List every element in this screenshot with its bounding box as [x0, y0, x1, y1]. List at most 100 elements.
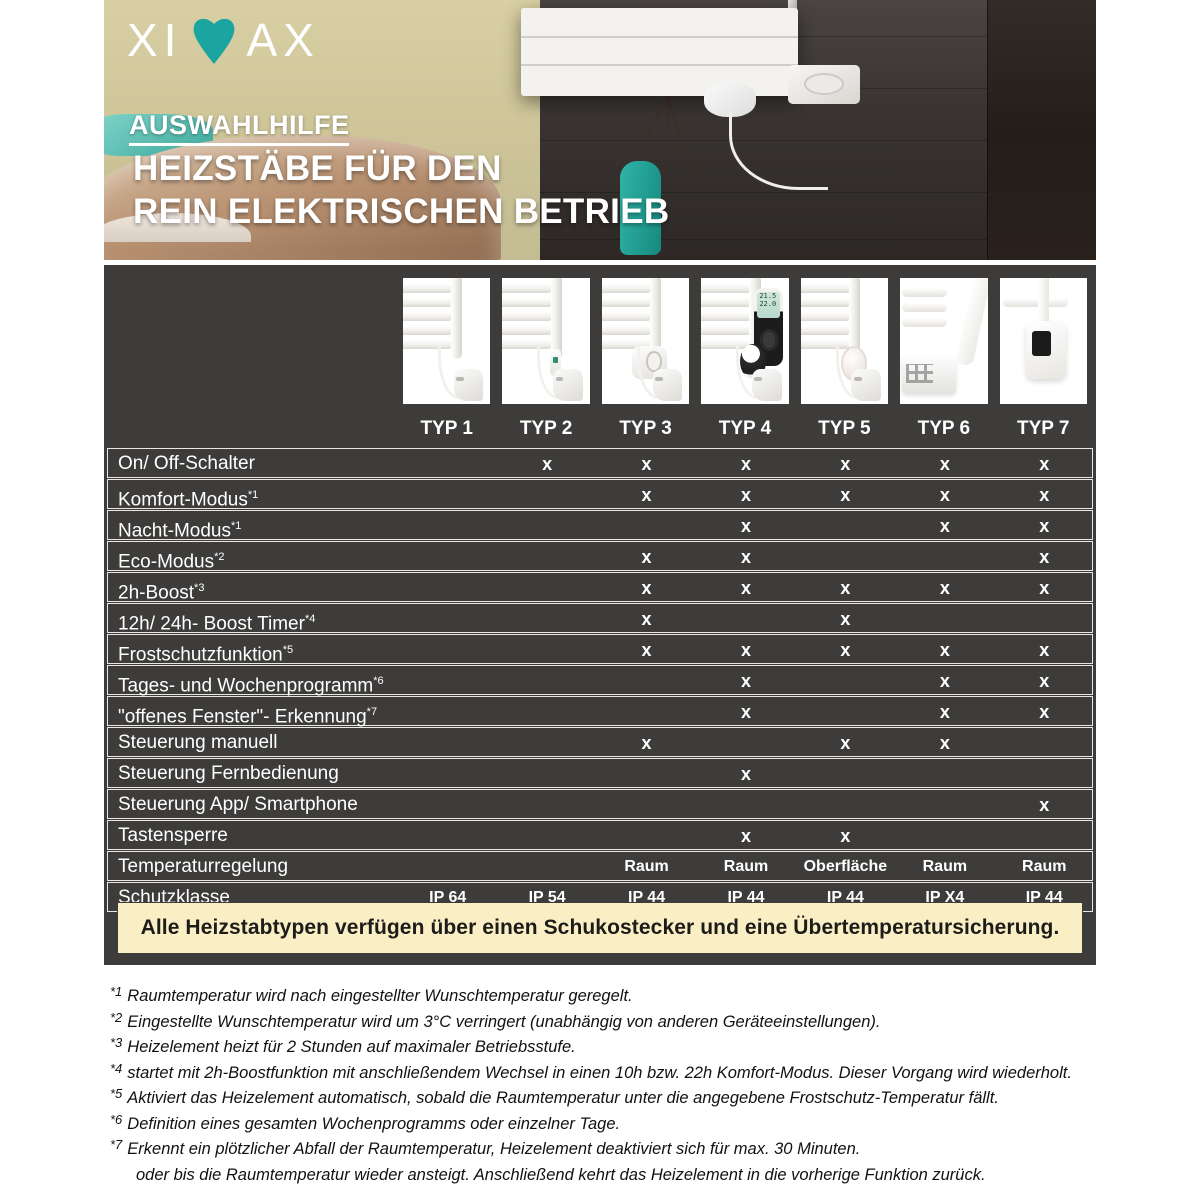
footnote-marker: *7	[110, 1137, 123, 1152]
feature-value: Raum	[922, 858, 968, 875]
footnote-marker: *6	[110, 1111, 123, 1127]
hero-title-line2: REIN ELEKTRISCHEN BETRIEB	[133, 191, 670, 231]
table-row: "offenes Fenster"- Erkennung*7 x x x	[107, 696, 1093, 728]
feature-empty	[497, 542, 596, 572]
column-header-typ-1: TYP 1	[420, 418, 473, 439]
feature-check-mark: x	[840, 609, 851, 629]
feature-check-mark: x	[641, 640, 652, 660]
footnote-marker: *7	[366, 706, 378, 718]
feature-empty	[995, 759, 1094, 789]
footnote-marker: *2	[110, 1009, 123, 1025]
feature-check-mark: x	[840, 640, 851, 660]
row-label: "offenes Fenster"- Erkennung*7	[118, 706, 378, 728]
feature-check-mark: x	[939, 454, 950, 474]
feature-rows: On/ Off-Schalter x x x x x x Komfort-Modus*1 x x x…	[107, 448, 1093, 913]
feature-check-mark: x	[939, 733, 950, 753]
feature-check-mark: x	[939, 516, 950, 536]
feature-check-mark: x	[1039, 671, 1050, 691]
footnote-marker: *4	[110, 1060, 123, 1076]
feature-empty	[796, 790, 895, 820]
feature-check-mark: x	[740, 454, 751, 474]
footnote-text: Aktiviert das Heizelement automatisch, s…	[127, 1089, 999, 1107]
wall-socket	[788, 65, 860, 104]
row-label: Tages- und Wochenprogramm*6	[118, 675, 384, 697]
footnote-item: *6 Definition eines gesamten Wochenprogra…	[110, 1111, 1170, 1133]
wall-radiator	[520, 7, 799, 97]
row-label: On/ Off-Schalter	[118, 453, 255, 474]
hero-kicker: AUSWAHLHILFE	[129, 110, 350, 146]
feature-empty	[597, 759, 696, 789]
ximax-tulip-logo-icon	[188, 14, 240, 66]
feature-empty	[895, 604, 994, 634]
feature-check-mark: x	[740, 826, 751, 846]
column-header-typ-6: TYP 6	[917, 418, 971, 439]
feature-empty	[895, 759, 994, 789]
table-row: Temperaturregelung Raum Raum Oberfläche Raum…	[107, 851, 1093, 881]
footnote-marker: *4	[304, 613, 316, 625]
feature-check-mark: x	[840, 733, 851, 753]
feature-empty	[497, 697, 596, 727]
brand-logo: XI AX	[127, 14, 320, 66]
feature-check-mark: x	[840, 454, 851, 474]
feature-check-mark: x	[840, 485, 851, 505]
feature-check-mark: x	[740, 640, 751, 660]
footnote-text: Heizelement heizt für 2 Stunden auf maxi…	[127, 1038, 576, 1056]
feature-empty	[597, 790, 696, 820]
feature-empty	[398, 821, 497, 851]
column-header-typ-4: TYP 4	[718, 418, 772, 439]
feature-empty	[696, 604, 795, 634]
feature-check-mark: x	[740, 578, 751, 598]
footnote-text: Eingestellte Wunschtemperatur wird um 3°…	[127, 1012, 881, 1031]
feature-value: IP 64	[429, 889, 467, 906]
vase-decor	[619, 161, 662, 255]
feature-empty	[398, 728, 497, 758]
feature-empty	[398, 573, 497, 603]
row-label: Steuerung App/ Smartphone	[118, 794, 358, 815]
feature-empty	[497, 759, 596, 789]
footnote-marker: *1	[231, 520, 242, 532]
feature-value: IP 44	[826, 889, 864, 906]
footnote-text: startet mit 2h-Boostfunktion mit anschli…	[127, 1063, 1072, 1082]
hero-banner: XI AX AUSWAHLHILFE HEIZSTÄBE FÜR DEN REI…	[104, 0, 1096, 260]
table-row: Steuerung manuell x x x	[107, 727, 1093, 757]
notice-banner: Alle Heizstabtypen verfügen über einen S…	[117, 902, 1083, 954]
feature-check-mark: x	[641, 547, 652, 567]
feature-check-mark: x	[740, 671, 751, 691]
row-label: Tastensperre	[118, 825, 228, 846]
feature-check-mark: x	[939, 578, 950, 598]
feature-check-mark: x	[1039, 702, 1050, 722]
feature-value: IP 54	[528, 889, 566, 906]
row-label: Eco-Modus*2	[118, 551, 225, 573]
bathtub-decor	[104, 135, 501, 260]
table-row: Steuerung Fernbedienung x	[107, 758, 1093, 788]
feature-value: Raum	[723, 858, 769, 875]
feature-empty	[398, 852, 497, 882]
feature-empty	[497, 511, 596, 541]
footnote-item: *5 Aktiviert das Heizelement automatisch,…	[110, 1087, 1170, 1107]
feature-value: IP 44	[628, 889, 666, 906]
feature-empty	[497, 790, 596, 820]
thermostat-head	[704, 83, 756, 117]
row-label: Frostschutzfunktion*5	[118, 644, 294, 666]
feature-empty	[398, 759, 497, 789]
dark-cabinet	[986, 0, 1096, 260]
footnote-item: *1 Raumtemperatur wird nach eingestellter…	[110, 985, 1170, 1005]
feature-check-mark: x	[840, 578, 851, 598]
feature-empty	[597, 666, 696, 696]
logo-text-left: XI	[127, 14, 183, 66]
hero-title-line1: HEIZSTÄBE FÜR DEN	[133, 149, 502, 188]
feature-empty	[597, 821, 696, 851]
towel-rail-base-controller-thumbnail	[898, 276, 990, 406]
row-label: Temperaturregelung	[118, 856, 289, 877]
feature-check-mark: x	[840, 826, 851, 846]
feature-empty	[497, 666, 596, 696]
column-header-row: TYP 1 TYP 2 TYP 3 TYP 4 TYP 5 TYP 6 TYP …	[107, 414, 1093, 444]
feature-value: IP X4	[925, 889, 965, 906]
feature-empty	[398, 635, 497, 665]
feature-empty	[398, 542, 497, 572]
feature-empty	[497, 821, 596, 851]
feature-empty	[995, 821, 1094, 851]
row-label: 12h/ 24h- Boost Timer*4	[118, 613, 316, 635]
footnote-text: Raumtemperatur wird nach eingestellter W…	[127, 987, 633, 1005]
